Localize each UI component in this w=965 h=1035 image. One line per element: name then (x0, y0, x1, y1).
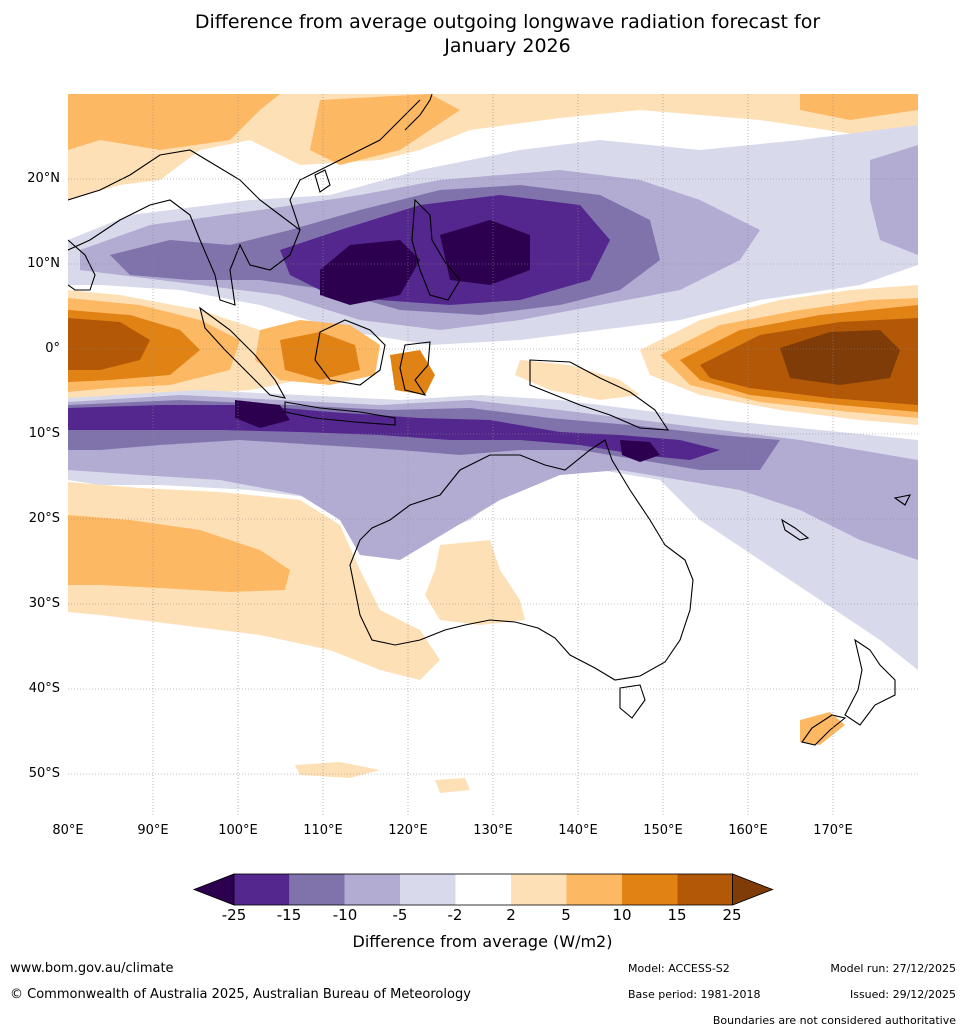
colorbar-tick: 15 (667, 906, 687, 924)
coastline-tasmania (619, 684, 646, 719)
colorbar-segment (289, 874, 345, 905)
coastline-asia-mainland (68, 99, 421, 306)
anomaly-positive-north-2 (68, 94, 280, 150)
coastline-philippines (411, 198, 461, 301)
colorbar-tick: 5 (561, 906, 571, 924)
anomaly-positive-south-blob-2 (435, 778, 470, 793)
colorbar-extend-high (732, 873, 774, 906)
lat-label-20n: 20°N (27, 171, 60, 186)
lat-label-0: 0° (45, 341, 60, 356)
lat-label-50s: 50°S (28, 766, 60, 781)
lon-label-150e: 150°E (643, 823, 683, 838)
footer-issued: Issued: 29/12/2025 (849, 988, 956, 1001)
colorbar-tick: -15 (276, 906, 302, 924)
coastline-japan (404, 94, 433, 131)
chart-title: Difference from average outgoing longwav… (0, 10, 965, 58)
colorbar-tick: 10 (612, 906, 632, 924)
footer-disclaimer: Boundaries are not considered authoritat… (712, 1014, 956, 1027)
lon-label-90e: 90°E (137, 823, 169, 838)
footer-website: www.bom.gov.au/climate (10, 961, 174, 976)
anomaly-positive-nz (800, 712, 845, 745)
colorbar-label: Difference from average (W/m2) (352, 932, 613, 951)
lat-label-20s: 20°S (28, 511, 60, 526)
anomaly-negative-band-south-4 (68, 405, 720, 460)
coastline-java (284, 401, 396, 426)
anomaly-positive-south-indian-2 (68, 515, 290, 592)
footer-model-run: Model run: 27/12/2025 (830, 962, 956, 975)
coastlines (68, 94, 911, 746)
colorbar-tick: -25 (221, 906, 247, 924)
colorbar-tick: -5 (392, 906, 408, 924)
colorbar-tick: 25 (722, 906, 742, 924)
colorbar-segment (400, 874, 456, 905)
lon-label-80e: 80°E (52, 823, 84, 838)
coastline-sulawesi (399, 341, 431, 396)
coastline-nz-north (844, 638, 896, 726)
lon-label-170e: 170°E (813, 823, 853, 838)
coastline-new-guinea (529, 359, 670, 431)
coastline-nz-south (801, 714, 847, 746)
coastline-fiji (893, 494, 911, 506)
coastline-borneo (314, 319, 386, 386)
lon-label-130e: 130°E (473, 823, 513, 838)
footer-base-period: Base period: 1981-2018 (628, 988, 761, 1001)
colorbar-segment (455, 874, 511, 905)
lat-label-40s: 40°S (28, 681, 60, 696)
colorbar-segment (511, 874, 567, 905)
lat-label-10n: 10°N (27, 256, 60, 271)
colorbar-segment (234, 874, 290, 905)
colorbar-tick: -2 (447, 906, 463, 924)
colorbar-tick: 2 (506, 906, 516, 924)
colorbar-frame (233, 873, 734, 906)
title-line-2: January 2026 (444, 35, 571, 57)
anomaly-positive-north-4 (800, 94, 918, 120)
coastline-new-caledonia (781, 518, 810, 541)
anomaly-positive-south-blob (295, 762, 380, 778)
coastline-india-tip (68, 239, 96, 291)
title-line-1: Difference from average outgoing longwav… (194, 11, 821, 33)
footer-copyright: © Commonwealth of Australia 2025, Austra… (10, 987, 471, 1002)
anomaly-positive-west-eq-4 (68, 318, 150, 370)
coastline-taiwan (314, 169, 331, 193)
lat-label-30s: 30°S (28, 596, 60, 611)
lon-label-120e: 120°E (388, 823, 428, 838)
anomaly-positive-north (68, 94, 918, 200)
footer-model: Model: ACCESS-S2 (628, 962, 730, 975)
lon-label-160e: 160°E (728, 823, 768, 838)
coastline-australia (349, 439, 694, 681)
colorbar-segment (621, 874, 678, 905)
lat-label-10s: 10°S (28, 426, 60, 441)
map-figure (68, 94, 918, 816)
lon-label-110e: 110°E (303, 823, 343, 838)
graticule (68, 94, 918, 816)
colorbar-segment (344, 874, 401, 905)
anomaly-negative-band-north-5 (320, 240, 420, 305)
anomaly-positive-png (515, 360, 640, 400)
anomaly-negative-band-north-6 (440, 220, 530, 285)
anomaly-negative-band-south-6 (620, 440, 660, 462)
anomaly-positive-east-eq-5 (780, 330, 900, 385)
lon-label-140e: 140°E (558, 823, 598, 838)
anomaly-positive-maritime-2 (280, 332, 360, 380)
anomaly-negative-band-north-2b (870, 145, 918, 255)
colorbar-tick: -10 (332, 906, 358, 924)
colorbar-segment (566, 874, 622, 905)
lon-label-100e: 100°E (218, 823, 258, 838)
coastline-sumatra (199, 306, 287, 399)
anomaly-negative-band-south-5 (235, 400, 290, 428)
colorbar-extend-low (192, 873, 235, 906)
colorbar-segment (677, 874, 733, 905)
